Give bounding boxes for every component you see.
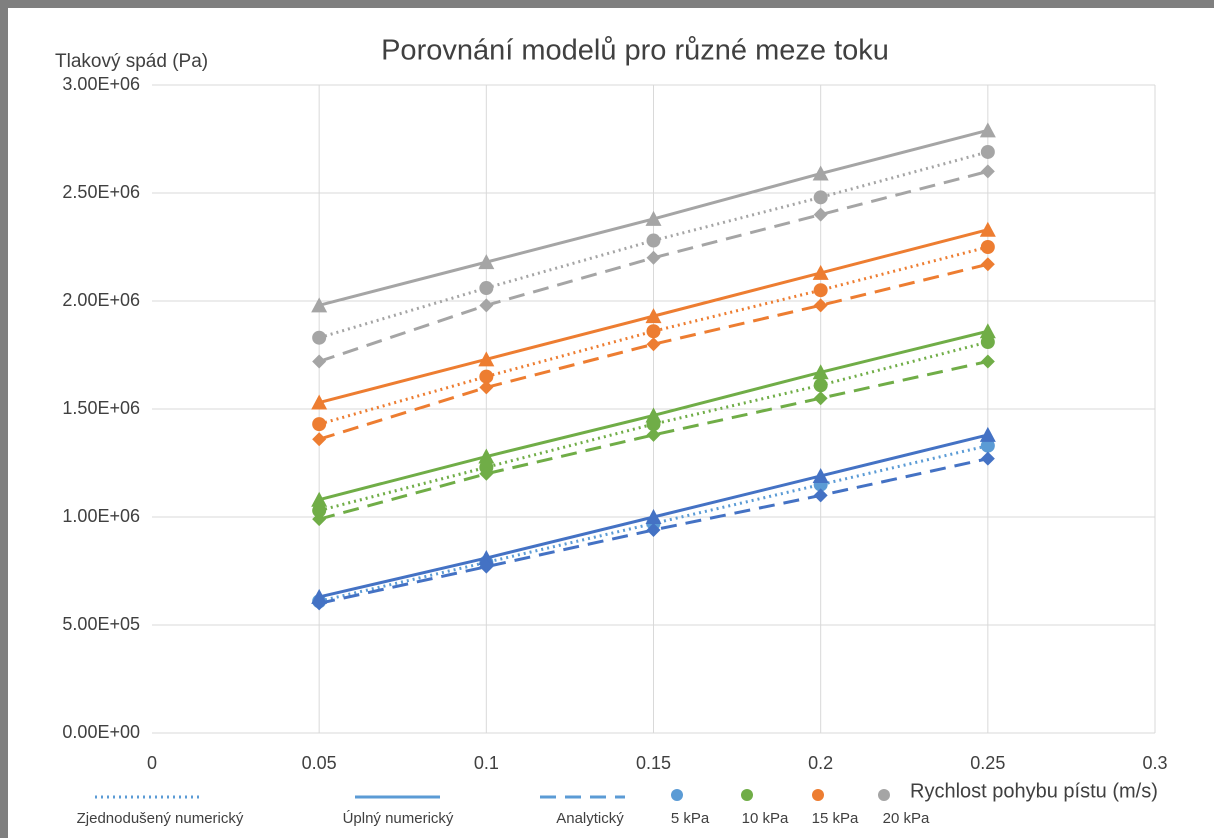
marker [813, 190, 828, 205]
legend-dot [812, 789, 824, 801]
marker [813, 207, 828, 222]
legend-dot [671, 789, 683, 801]
marker [646, 337, 661, 352]
marker [980, 257, 995, 272]
legend-label: 5 kPa [671, 810, 710, 827]
marker [812, 467, 829, 483]
marker [813, 378, 828, 393]
y-tick-label: 0.00E+00 [62, 722, 140, 742]
marker [479, 559, 494, 574]
y-tick-label: 5.00E+05 [62, 614, 140, 634]
marker [646, 250, 661, 265]
marker [311, 297, 328, 313]
legend-label: Zjednodušený numerický [77, 810, 244, 827]
x-tick-label: 0.25 [970, 753, 1005, 773]
marker [980, 240, 995, 254]
marker [812, 364, 829, 380]
marker [980, 438, 995, 453]
marker [312, 432, 327, 447]
marker [479, 369, 494, 384]
marker [646, 522, 661, 537]
legend-label: Analytický [556, 810, 624, 827]
marker [812, 165, 829, 181]
legend-label: 10 kPa [742, 810, 789, 827]
x-tick-label: 0.1 [474, 753, 499, 773]
y-tick-label: 1.00E+06 [62, 506, 140, 526]
series-line [318, 262, 989, 441]
marker [980, 164, 995, 179]
y-tick-label: 3.00E+06 [62, 74, 140, 94]
marker [979, 426, 996, 442]
y-tick-label: 1.50E+06 [62, 398, 140, 418]
marker [479, 380, 494, 395]
marker [645, 308, 662, 324]
marker [312, 330, 327, 345]
marker [646, 324, 661, 339]
marker [980, 144, 995, 159]
series-line [318, 340, 989, 512]
marker [312, 512, 327, 527]
legend-dot [878, 789, 890, 801]
marker [645, 509, 662, 524]
marker [646, 233, 661, 248]
y-axis-label: Tlakový spád (Pa) [55, 51, 208, 72]
x-tick-label: 0 [147, 753, 157, 773]
marker [813, 391, 828, 406]
series-line [318, 245, 989, 426]
series-line [318, 360, 989, 521]
marker [979, 221, 996, 237]
x-axis-label: Rychlost pohybu pístu (m/s) [910, 780, 1158, 802]
x-tick-label: 0.05 [302, 753, 337, 773]
x-tick-label: 0.3 [1142, 753, 1167, 773]
marker [479, 281, 494, 296]
marker [645, 210, 662, 226]
marker [478, 254, 495, 270]
y-tick-label: 2.50E+06 [62, 182, 140, 202]
legend-label: Úplný numerický [343, 810, 454, 827]
marker [312, 417, 327, 432]
legend-label: 20 kPa [883, 810, 930, 827]
marker [980, 335, 995, 350]
marker [312, 596, 327, 611]
marker [646, 427, 661, 442]
marker [979, 122, 996, 138]
marker [479, 298, 494, 313]
marker [980, 451, 995, 466]
marker [478, 448, 495, 464]
legend-dot [741, 789, 753, 801]
marker [645, 407, 662, 423]
marker [311, 491, 328, 507]
marker [813, 283, 828, 298]
chart-title: Porovnání modelů pro různé meze toku [381, 35, 889, 67]
y-tick-label: 2.00E+06 [62, 290, 140, 310]
marker [813, 488, 828, 503]
marker [478, 550, 495, 566]
marker [312, 354, 327, 369]
marker [479, 466, 494, 481]
marker [312, 503, 327, 518]
marker [979, 323, 996, 339]
marker [813, 298, 828, 313]
x-tick-label: 0.15 [636, 753, 671, 773]
marker [812, 264, 829, 280]
marker [478, 351, 495, 367]
marker [980, 354, 995, 369]
x-tick-label: 0.2 [808, 753, 833, 773]
marker [311, 394, 328, 410]
series-line [318, 457, 989, 605]
legend-label: 15 kPa [812, 810, 859, 827]
